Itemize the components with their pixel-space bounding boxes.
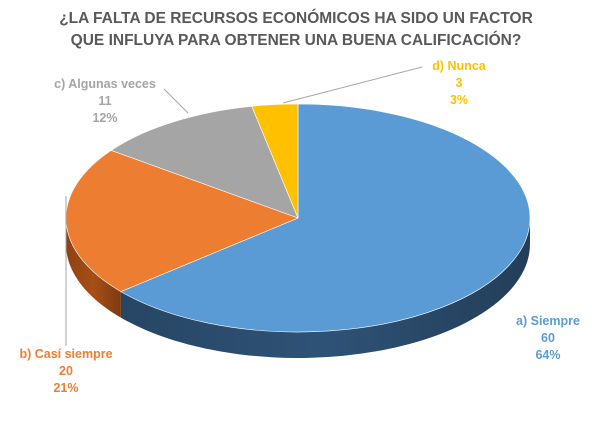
pie-slice-c-algunas-veces: [110, 105, 299, 219]
chart-title-line-2: QUE INFLUYA PARA OBTENER UNA BUENA CALIF…: [70, 32, 522, 49]
pie-side-shade-a-siempre: [120, 218, 530, 358]
data-label-nunca: d) Nunca 3 3%: [424, 58, 494, 109]
pie-side-group: [66, 218, 530, 358]
data-label-siempre-name: a) Siempre: [516, 314, 580, 328]
pie-slice-a-siempre: [120, 103, 531, 333]
data-label-siempre-value: 60: [541, 331, 555, 345]
leader-lines: [65, 66, 423, 346]
data-label-nunca-name: d) Nunca: [432, 59, 486, 73]
data-label-casi-siempre-value: 20: [59, 364, 73, 378]
leader-line-algunas-veces: [163, 88, 189, 114]
data-label-siempre-percent: 64%: [535, 348, 561, 362]
data-label-nunca-percent: 3%: [449, 93, 469, 107]
data-label-casi-siempre-percent: 21%: [53, 381, 79, 395]
leader-line-nunca: [282, 66, 423, 104]
data-label-algunas-veces-value: 11: [98, 94, 112, 108]
chart-title-line-1: ¿LA FALTA DE RECURSOS ECONÓMICOS HA SIDO…: [59, 10, 533, 27]
data-label-nunca-value: 3: [455, 76, 463, 90]
data-label-casi-siempre-name: b) Casí siempre: [19, 347, 113, 361]
data-label-algunas-veces: c) Algunas veces 11 12%: [50, 76, 160, 127]
pie-slice-d-nunca: [251, 103, 299, 219]
data-label-algunas-veces-percent: 12%: [92, 111, 118, 125]
chart-title: ¿LA FALTA DE RECURSOS ECONÓMICOS HA SIDO…: [0, 8, 592, 52]
pie-side-shade-b-cas-siempre: [66, 218, 121, 318]
data-label-siempre: a) Siempre 60 64%: [506, 313, 590, 364]
data-label-casi-siempre: b) Casí siempre 20 21%: [4, 346, 128, 397]
pie-top-group: [65, 103, 531, 333]
data-label-algunas-veces-name: c) Algunas veces: [54, 77, 156, 91]
